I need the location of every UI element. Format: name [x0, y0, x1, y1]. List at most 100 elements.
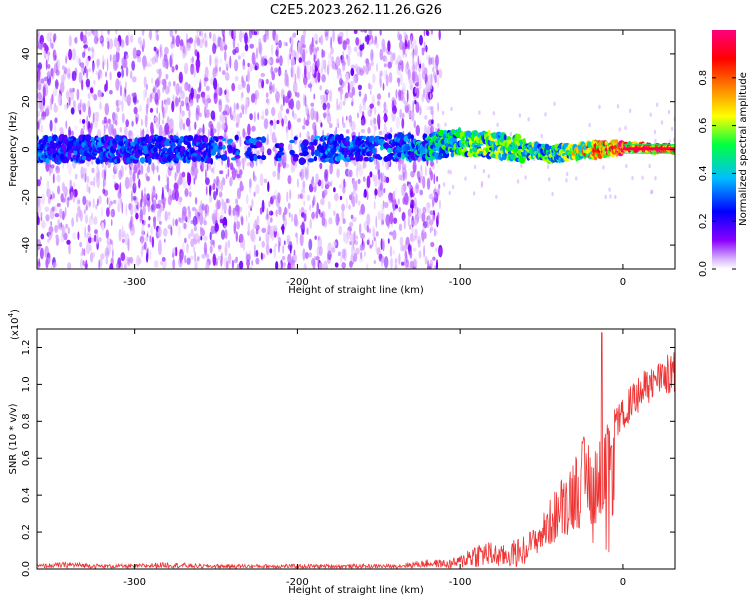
- noise-blob: [42, 95, 46, 107]
- noise-blob: [121, 57, 125, 66]
- noise-blob: [305, 168, 309, 177]
- noise-blob: [308, 238, 313, 251]
- noise-blob: [184, 96, 189, 107]
- noise-blob: [179, 254, 182, 264]
- noise-blob: [289, 189, 292, 200]
- noise-blob: [254, 250, 257, 258]
- noise-blob: [151, 56, 156, 65]
- noise-blob: [91, 212, 93, 220]
- noise-blob: [376, 247, 381, 256]
- noise-blob: [289, 37, 292, 44]
- noise-blob: [149, 30, 152, 41]
- noise-blob: [187, 171, 190, 182]
- noise-blob: [353, 46, 358, 53]
- x-tick-label: -300: [123, 277, 146, 288]
- noise-blob: [374, 106, 377, 115]
- noise-blob: [44, 206, 50, 212]
- snr-scale-prefix: (x10: [10, 317, 21, 340]
- noise-blob: [371, 239, 374, 247]
- noise-blob: [259, 236, 261, 242]
- signal-blob: [363, 135, 367, 140]
- noise-blob: [426, 94, 429, 102]
- noise-blob: [250, 93, 256, 104]
- signal-blob: [289, 139, 295, 144]
- noise-blob: [338, 78, 343, 86]
- noise-blob: [84, 214, 89, 224]
- noise-blob: [398, 253, 401, 265]
- noise-blob: [410, 170, 415, 178]
- noise-blob: [102, 188, 106, 195]
- noise-blob: [226, 98, 230, 103]
- noise-blob: [575, 176, 578, 181]
- noise-blob: [61, 210, 65, 221]
- snr-panel: -300 -200 -100 0 0.00.20.40.60.81.01.2 Heig…: [7, 309, 676, 596]
- noise-blob: [56, 174, 61, 183]
- noise-blob: [204, 112, 207, 119]
- noise-blob: [151, 77, 154, 84]
- noise-blob: [540, 133, 543, 139]
- spectrogram-x-axis-label: Height of straight line (km): [288, 285, 424, 296]
- noise-blob: [87, 31, 92, 37]
- noise-blob: [347, 43, 351, 50]
- noise-blob: [307, 252, 313, 258]
- noise-blob: [225, 72, 230, 79]
- noise-blob: [239, 30, 243, 41]
- noise-blob: [282, 94, 285, 107]
- noise-blob: [265, 213, 270, 221]
- noise-blob: [392, 190, 396, 201]
- noise-blob: [141, 118, 143, 127]
- noise-blob: [390, 52, 394, 65]
- noise-blob: [236, 220, 241, 230]
- noise-blob: [251, 52, 256, 65]
- noise-blob: [115, 30, 118, 35]
- noise-blob: [430, 219, 433, 227]
- noise-blob: [327, 181, 332, 187]
- noise-blob: [240, 216, 244, 226]
- noise-blob: [413, 256, 418, 268]
- noise-blob: [50, 68, 54, 77]
- noise-blob: [370, 119, 372, 127]
- noise-blob: [99, 101, 102, 110]
- noise-blob: [170, 52, 174, 59]
- noise-blob: [86, 183, 89, 193]
- noise-blob: [426, 201, 430, 214]
- noise-blob: [239, 260, 244, 269]
- noise-blob: [224, 229, 228, 240]
- noise-blob: [303, 213, 307, 222]
- noise-blob: [398, 223, 403, 232]
- noise-blob: [304, 95, 307, 107]
- noise-blob: [520, 163, 523, 168]
- noise-blob: [217, 199, 221, 210]
- noise-blob: [183, 82, 186, 92]
- noise-blob: [79, 118, 82, 124]
- noise-blob: [168, 81, 172, 87]
- noise-blob: [315, 40, 318, 45]
- noise-blob: [53, 33, 57, 42]
- noise-blob: [82, 104, 86, 112]
- noise-blob: [419, 106, 422, 116]
- noise-blob: [296, 117, 302, 123]
- noise-blob: [299, 171, 303, 177]
- noise-blob: [265, 92, 269, 98]
- noise-blob: [306, 194, 311, 202]
- noise-blob: [235, 204, 240, 212]
- noise-blob: [48, 234, 52, 241]
- noise-blob: [349, 260, 353, 268]
- noise-blob: [430, 30, 434, 36]
- noise-blob: [641, 175, 644, 180]
- noise-blob: [226, 63, 229, 72]
- noise-blob: [245, 194, 249, 205]
- noise-blob: [342, 100, 346, 106]
- noise-blob: [149, 235, 152, 243]
- noise-blob: [588, 122, 591, 128]
- noise-blob: [451, 184, 455, 190]
- noise-blob: [430, 170, 433, 181]
- y-tick-label: 0.8: [21, 413, 32, 429]
- noise-blob: [55, 165, 59, 171]
- noise-blob: [106, 237, 111, 245]
- noise-blob: [152, 199, 157, 211]
- noise-blob: [333, 187, 336, 193]
- noise-blob: [81, 51, 86, 59]
- noise-blob: [209, 162, 212, 171]
- noise-blob: [438, 30, 441, 41]
